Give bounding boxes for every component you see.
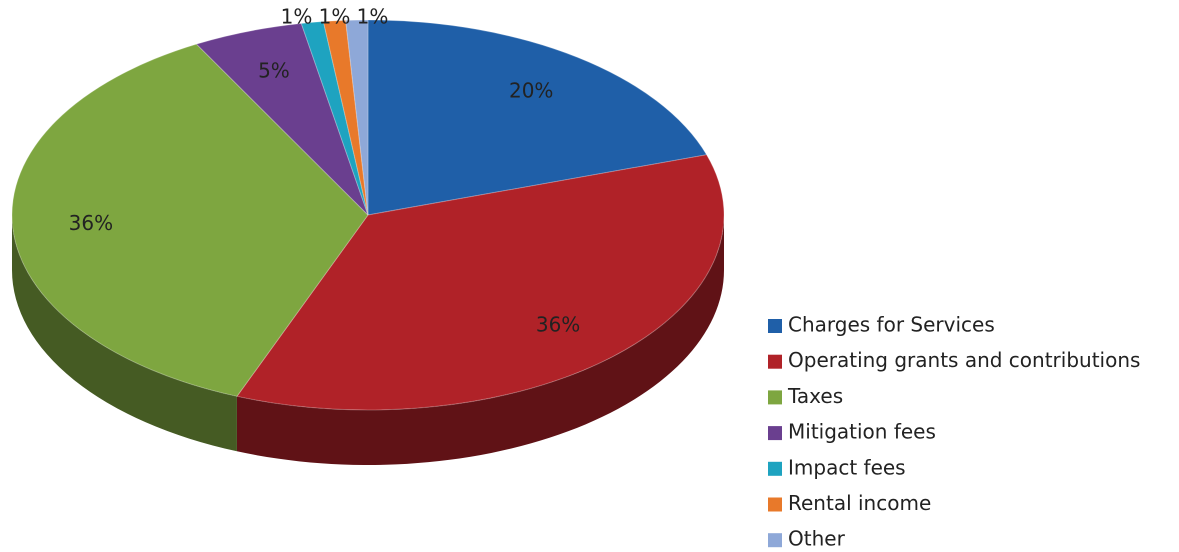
data-label: 36% <box>69 211 113 235</box>
data-label: 5% <box>258 58 290 82</box>
pie-slice <box>195 22 369 216</box>
legend-label: Rental income <box>788 491 931 515</box>
data-label: 1% <box>357 5 389 29</box>
pie-side <box>12 215 237 452</box>
legend-swatch <box>768 426 782 441</box>
legend-swatch <box>768 319 782 333</box>
data-label: 20% <box>509 78 553 102</box>
legend-label: Taxes <box>787 384 843 408</box>
legend-swatch <box>768 497 782 512</box>
pie-slice <box>11 43 369 397</box>
legend-label: Mitigation fees <box>788 420 936 444</box>
data-label: 1% <box>281 5 313 29</box>
pie-slice <box>236 154 725 411</box>
legend-label: Other <box>788 527 846 551</box>
pie-side <box>236 215 724 466</box>
legend-swatch <box>768 461 782 476</box>
pie-slice <box>300 21 369 216</box>
pie-slice <box>367 19 708 216</box>
legend-swatch <box>768 390 782 405</box>
data-label: 36% <box>536 312 580 336</box>
pie-slice <box>345 19 369 216</box>
legend-label: Impact fees <box>788 455 906 479</box>
legend-swatch <box>768 354 782 369</box>
pie-slice <box>322 19 369 216</box>
legend-label: Charges for Services <box>788 313 995 337</box>
data-label: 1% <box>319 5 351 29</box>
legend-label: Operating grants and contributions <box>788 348 1140 372</box>
legend-swatch <box>768 533 782 548</box>
